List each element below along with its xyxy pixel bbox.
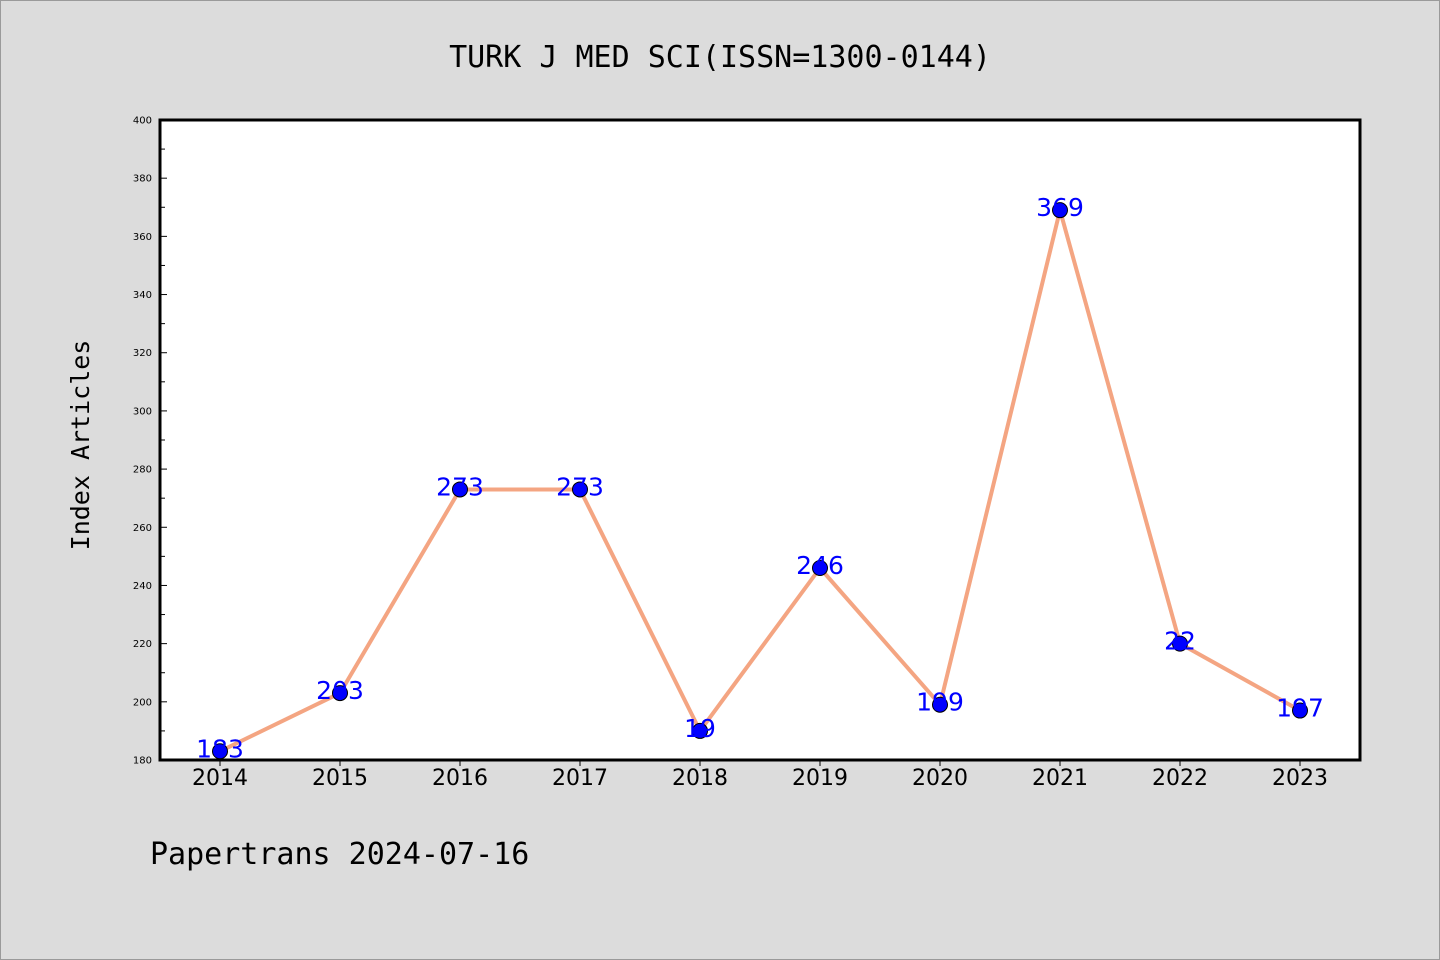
x-axis-ticks: 2014 2015 2016 2017 2018 2019 2020 2021 2022 2023 — [192, 760, 1328, 791]
chart-title: TURK J MED SCI(ISSN=1300-0144) — [449, 40, 991, 75]
y-tick-label: 280 — [133, 465, 152, 476]
y-tick-label: 300 — [133, 406, 152, 417]
y-tick-label: 260 — [133, 523, 152, 534]
plot-area — [158, 118, 1362, 762]
x-tick-label: 2016 — [432, 766, 488, 791]
y-axis-ticks: 180 200 220 240 260 280 300 320 340 360 380 400 — [133, 116, 167, 767]
data-label: 273 — [556, 472, 604, 501]
y-tick-label: 180 — [133, 756, 152, 767]
x-tick-label: 2014 — [192, 766, 248, 791]
footer-credit: Papertrans 2024-07-16 — [150, 837, 529, 872]
y-tick-label: 340 — [133, 290, 152, 301]
data-label: 197 — [1276, 694, 1324, 723]
y-tick-label: 240 — [133, 581, 152, 592]
data-label: 22 — [1164, 627, 1196, 656]
data-point-marker — [1292, 702, 1308, 719]
x-tick-label: 2021 — [1032, 766, 1088, 791]
y-tick-label: 380 — [133, 174, 152, 185]
data-label: 246 — [796, 551, 844, 580]
y-tick-label: 320 — [133, 348, 152, 359]
data-point-marker — [572, 481, 588, 498]
series-markers — [212, 202, 1308, 760]
data-labels: 183 203 273 273 19 246 199 369 22 197 — [196, 193, 1324, 763]
y-tick-label: 400 — [133, 116, 152, 127]
data-label: 199 — [916, 688, 964, 717]
data-label: 369 — [1036, 193, 1084, 222]
data-point-marker — [932, 696, 948, 713]
y-tick-label: 200 — [133, 697, 152, 708]
data-point-marker — [452, 481, 468, 498]
y-axis-label: Index Articles — [66, 340, 95, 551]
y-tick-label: 360 — [133, 232, 152, 243]
data-point-marker — [332, 685, 348, 702]
data-label: 273 — [436, 472, 484, 501]
x-tick-label: 2017 — [552, 766, 608, 791]
data-label: 183 — [196, 734, 244, 763]
x-tick-label: 2019 — [792, 766, 848, 791]
y-tick-label: 220 — [133, 639, 152, 650]
data-point-marker — [1172, 635, 1188, 652]
x-tick-label: 2018 — [672, 766, 728, 791]
data-point-marker — [692, 722, 708, 739]
series-line — [219, 208, 1301, 754]
data-point-marker — [212, 743, 228, 760]
x-tick-label: 2023 — [1272, 766, 1328, 791]
data-point-marker — [812, 560, 828, 576]
x-tick-label: 2022 — [1152, 766, 1208, 791]
series-line-group — [219, 208, 1301, 754]
data-label: 203 — [316, 676, 364, 705]
data-label: 19 — [684, 714, 716, 743]
data-point-marker — [1052, 202, 1068, 219]
x-tick-label: 2020 — [912, 766, 968, 791]
x-tick-label: 2015 — [312, 766, 368, 791]
